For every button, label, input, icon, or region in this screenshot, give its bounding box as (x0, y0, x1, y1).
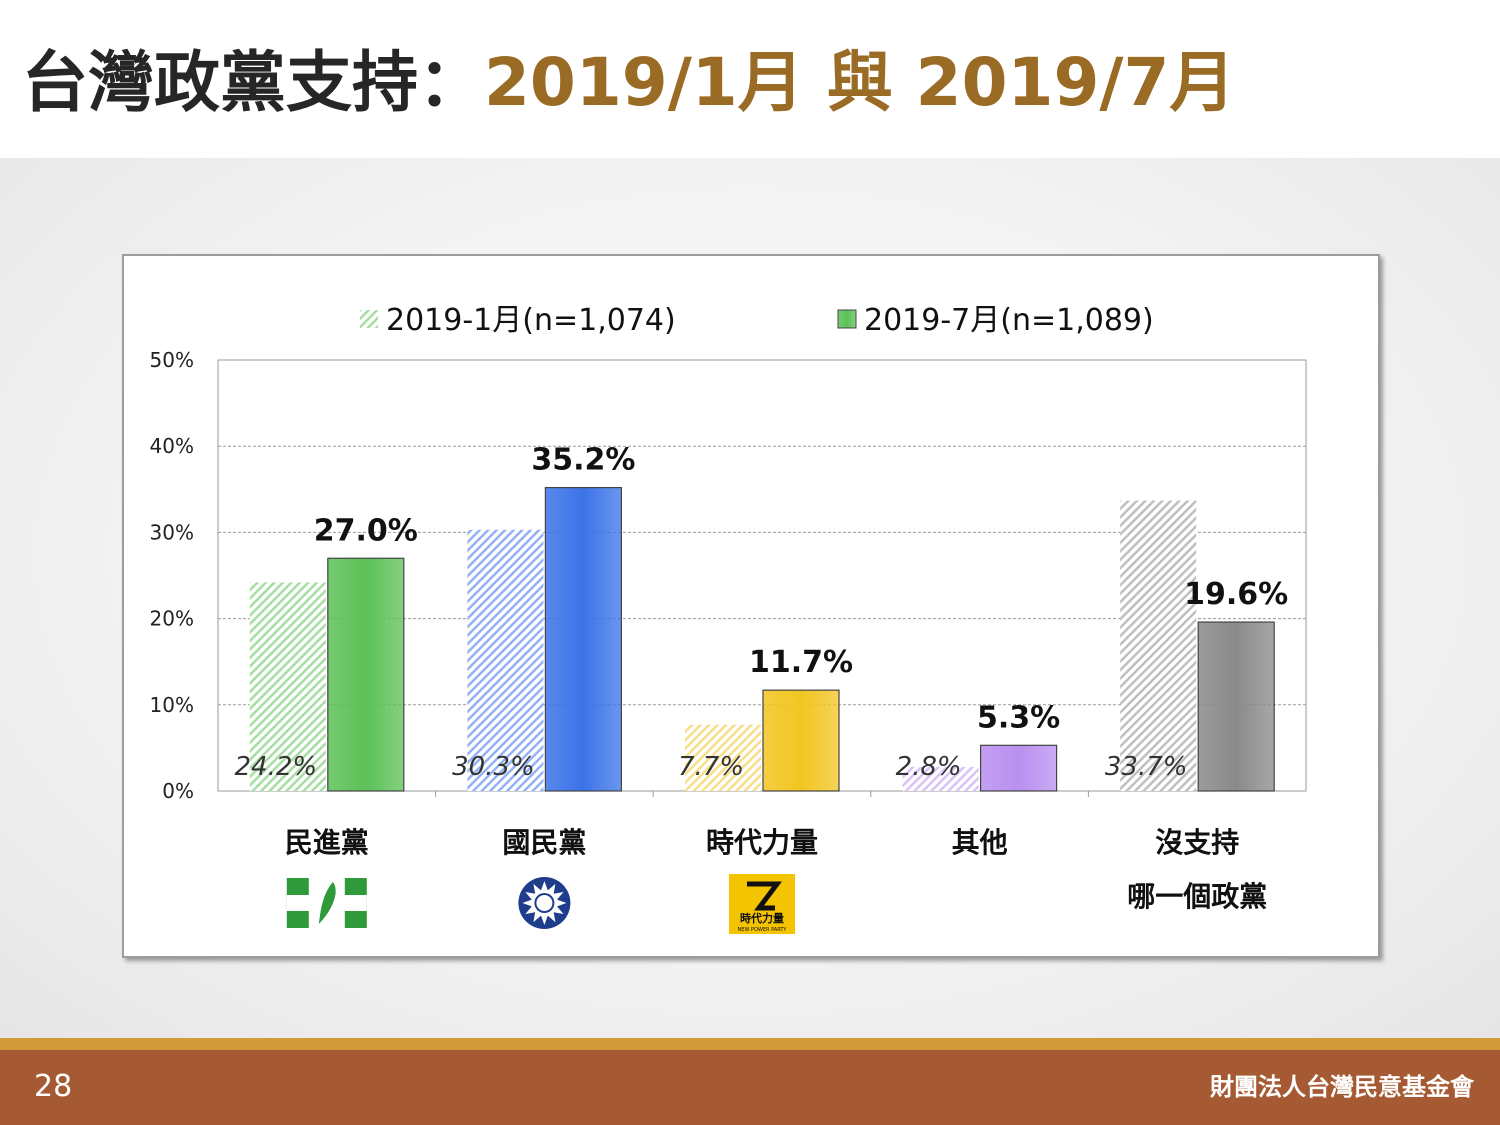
bar-2019-1-5 (1120, 500, 1197, 791)
category-label: 沒支持 (1155, 826, 1239, 859)
bar-2019-1-2 (467, 529, 544, 791)
y-tick-label: 30% (150, 520, 194, 544)
category-label: 時代力量 (706, 826, 818, 859)
data-label-2019-7: 11.7% (749, 645, 853, 680)
npp-logo-text: 時代力量 (740, 911, 784, 925)
title-accent: 2019/1月 與 2019/7月 (484, 44, 1236, 121)
footer-accent-line (0, 1038, 1500, 1050)
data-label-2019-7: 19.6% (1184, 577, 1288, 612)
legend-label-1: 2019-1月(n=1,074) (386, 303, 676, 338)
legend-swatch-1 (360, 310, 378, 328)
bar-2019-1-4 (902, 766, 979, 791)
category-label: 民進黨 (285, 826, 369, 859)
legend-label-2: 2019-7月(n=1,089) (864, 303, 1154, 338)
data-label-2019-1: 33.7% (1105, 752, 1188, 782)
y-tick-label: 20% (150, 607, 194, 631)
bar-2019-1-1 (249, 582, 326, 791)
bar-chart: 0% 10% 20% 30% 40% 50% 24.2% 27.0% 民進黨 30.3% 35.2%… (150, 303, 1307, 934)
bar-2019-7-5 (1197, 621, 1275, 792)
legend-swatch-2 (837, 309, 857, 329)
bar-2019-7-2 (544, 486, 622, 792)
organization-name: 財團法人台灣民意基金會 (1210, 1073, 1474, 1101)
data-label-2019-1: 2.8% (896, 752, 962, 782)
category-label: 國民黨 (502, 826, 586, 859)
npp-mark (747, 881, 782, 911)
bar-2019-7-4 (979, 744, 1058, 792)
y-tick-label: 10% (150, 693, 194, 717)
data-label-2019-1: 30.3% (452, 752, 535, 782)
chart-panel: 0% 10% 20% 30% 40% 50% 24.2% 27.0% 民進黨 30.3% 35.2%… (122, 254, 1380, 958)
data-label-2019-7: 27.0% (314, 513, 418, 548)
data-label-2019-7: 5.3% (977, 700, 1060, 735)
npp-logo-en: NEW POWER PARTY (738, 927, 788, 933)
bar-2019-7-3 (762, 689, 840, 792)
bar-2019-7-1 (327, 557, 405, 792)
y-tick-label: 40% (150, 434, 194, 458)
data-label-2019-1: 7.7% (678, 752, 744, 782)
bar-2019-1-3 (685, 724, 761, 791)
y-tick-label: 0% (162, 779, 194, 803)
kmt-sun-core (536, 895, 553, 911)
y-tick-label: 50% (150, 348, 194, 372)
title-main: 台灣政黨支持： (22, 44, 484, 121)
taiwan-shape-icon (318, 882, 336, 924)
category-label: 其他 (952, 826, 1008, 859)
page-title: 台灣政黨支持：2019/1月 與 2019/7月 (22, 28, 1235, 138)
data-label-2019-1: 24.2% (234, 752, 317, 782)
page-number: 28 (34, 1069, 73, 1104)
footer-bar (0, 1050, 1500, 1125)
category-sublabel: 哪一個政黨 (1127, 880, 1267, 913)
data-label-2019-7: 35.2% (531, 443, 635, 478)
plot-area-border (217, 359, 1307, 792)
